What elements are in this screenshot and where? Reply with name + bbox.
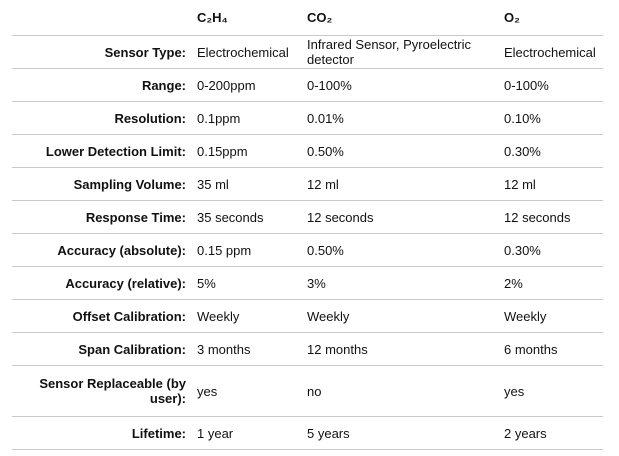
cell: 0.1ppm — [190, 101, 300, 135]
column-header: O₂ — [497, 0, 603, 36]
cell: 0-100% — [497, 68, 603, 102]
cell: 0-100% — [300, 68, 497, 102]
table-row: Resolution: 0.1ppm 0.01% 0.10% — [12, 101, 603, 135]
row-label: Accuracy (absolute): — [12, 233, 190, 267]
cell: 0.50% — [300, 134, 497, 168]
cell: 3% — [300, 266, 497, 300]
cell: no — [300, 365, 497, 417]
row-label: Span Calibration: — [12, 332, 190, 366]
header-blank — [12, 0, 190, 36]
cell: Weekly — [190, 299, 300, 333]
cell: 6 months — [497, 332, 603, 366]
cell: 0.50% — [300, 233, 497, 267]
table-row: Range: 0-200ppm 0-100% 0-100% — [12, 68, 603, 102]
column-header: C₂H₄ — [190, 0, 300, 36]
cell: 2% — [497, 266, 603, 300]
cell: Electrochemical — [497, 35, 603, 69]
row-label: Range: — [12, 68, 190, 102]
row-label: Response Time: — [12, 200, 190, 234]
row-label: Lower Detection Limit: — [12, 134, 190, 168]
table-row: Sensor Type: Electrochemical Infrared Sens… — [12, 35, 603, 69]
row-label: Sampling Volume: — [12, 167, 190, 201]
sensor-table: C₂H₄ CO₂ O₂ Sensor Type: Electrochemical Inf… — [12, 0, 603, 450]
cell: 0-200ppm — [190, 68, 300, 102]
cell: Electrochemical — [190, 35, 300, 69]
cell: 2 years — [497, 416, 603, 450]
cell: 0.10% — [497, 101, 603, 135]
header-row: C₂H₄ CO₂ O₂ — [12, 0, 603, 36]
cell: 0.30% — [497, 233, 603, 267]
cell: 5% — [190, 266, 300, 300]
cell: 35 seconds — [190, 200, 300, 234]
cell: 5 years — [300, 416, 497, 450]
row-label: Accuracy (relative): — [12, 266, 190, 300]
cell: Weekly — [497, 299, 603, 333]
row-label: Lifetime: — [12, 416, 190, 450]
row-label: Sensor Replaceable (by user): — [12, 365, 190, 417]
table-row: Offset Calibration: Weekly Weekly Weekly — [12, 299, 603, 333]
cell: 0.01% — [300, 101, 497, 135]
row-label: Sensor Type: — [12, 35, 190, 69]
cell: 12 ml — [300, 167, 497, 201]
cell: yes — [190, 365, 300, 417]
table-row: Lower Detection Limit: 0.15ppm 0.50% 0.30% — [12, 134, 603, 168]
table-row: Sensor Replaceable (by user): yes no yes — [12, 365, 603, 417]
table-row: Accuracy (relative): 5% 3% 2% — [12, 266, 603, 300]
table-row: Lifetime: 1 year 5 years 2 years — [12, 416, 603, 450]
cell: 35 ml — [190, 167, 300, 201]
cell: 12 ml — [497, 167, 603, 201]
table-row: Response Time: 35 seconds 12 seconds 12 sec… — [12, 200, 603, 234]
row-label: Resolution: — [12, 101, 190, 135]
cell: 0.15ppm — [190, 134, 300, 168]
cell: Weekly — [300, 299, 497, 333]
row-label: Offset Calibration: — [12, 299, 190, 333]
cell: 12 months — [300, 332, 497, 366]
cell: 3 months — [190, 332, 300, 366]
cell: Infrared Sensor, Pyroelectric detector — [300, 35, 497, 69]
cell: 12 seconds — [497, 200, 603, 234]
table-row: Span Calibration: 3 months 12 months 6 mont… — [12, 332, 603, 366]
cell: 0.15 ppm — [190, 233, 300, 267]
cell: 0.30% — [497, 134, 603, 168]
cell: yes — [497, 365, 603, 417]
table-row: Sampling Volume: 35 ml 12 ml 12 ml — [12, 167, 603, 201]
cell: 1 year — [190, 416, 300, 450]
table-row: Accuracy (absolute): 0.15 ppm 0.50% 0.30% — [12, 233, 603, 267]
column-header: CO₂ — [300, 0, 497, 36]
cell: 12 seconds — [300, 200, 497, 234]
